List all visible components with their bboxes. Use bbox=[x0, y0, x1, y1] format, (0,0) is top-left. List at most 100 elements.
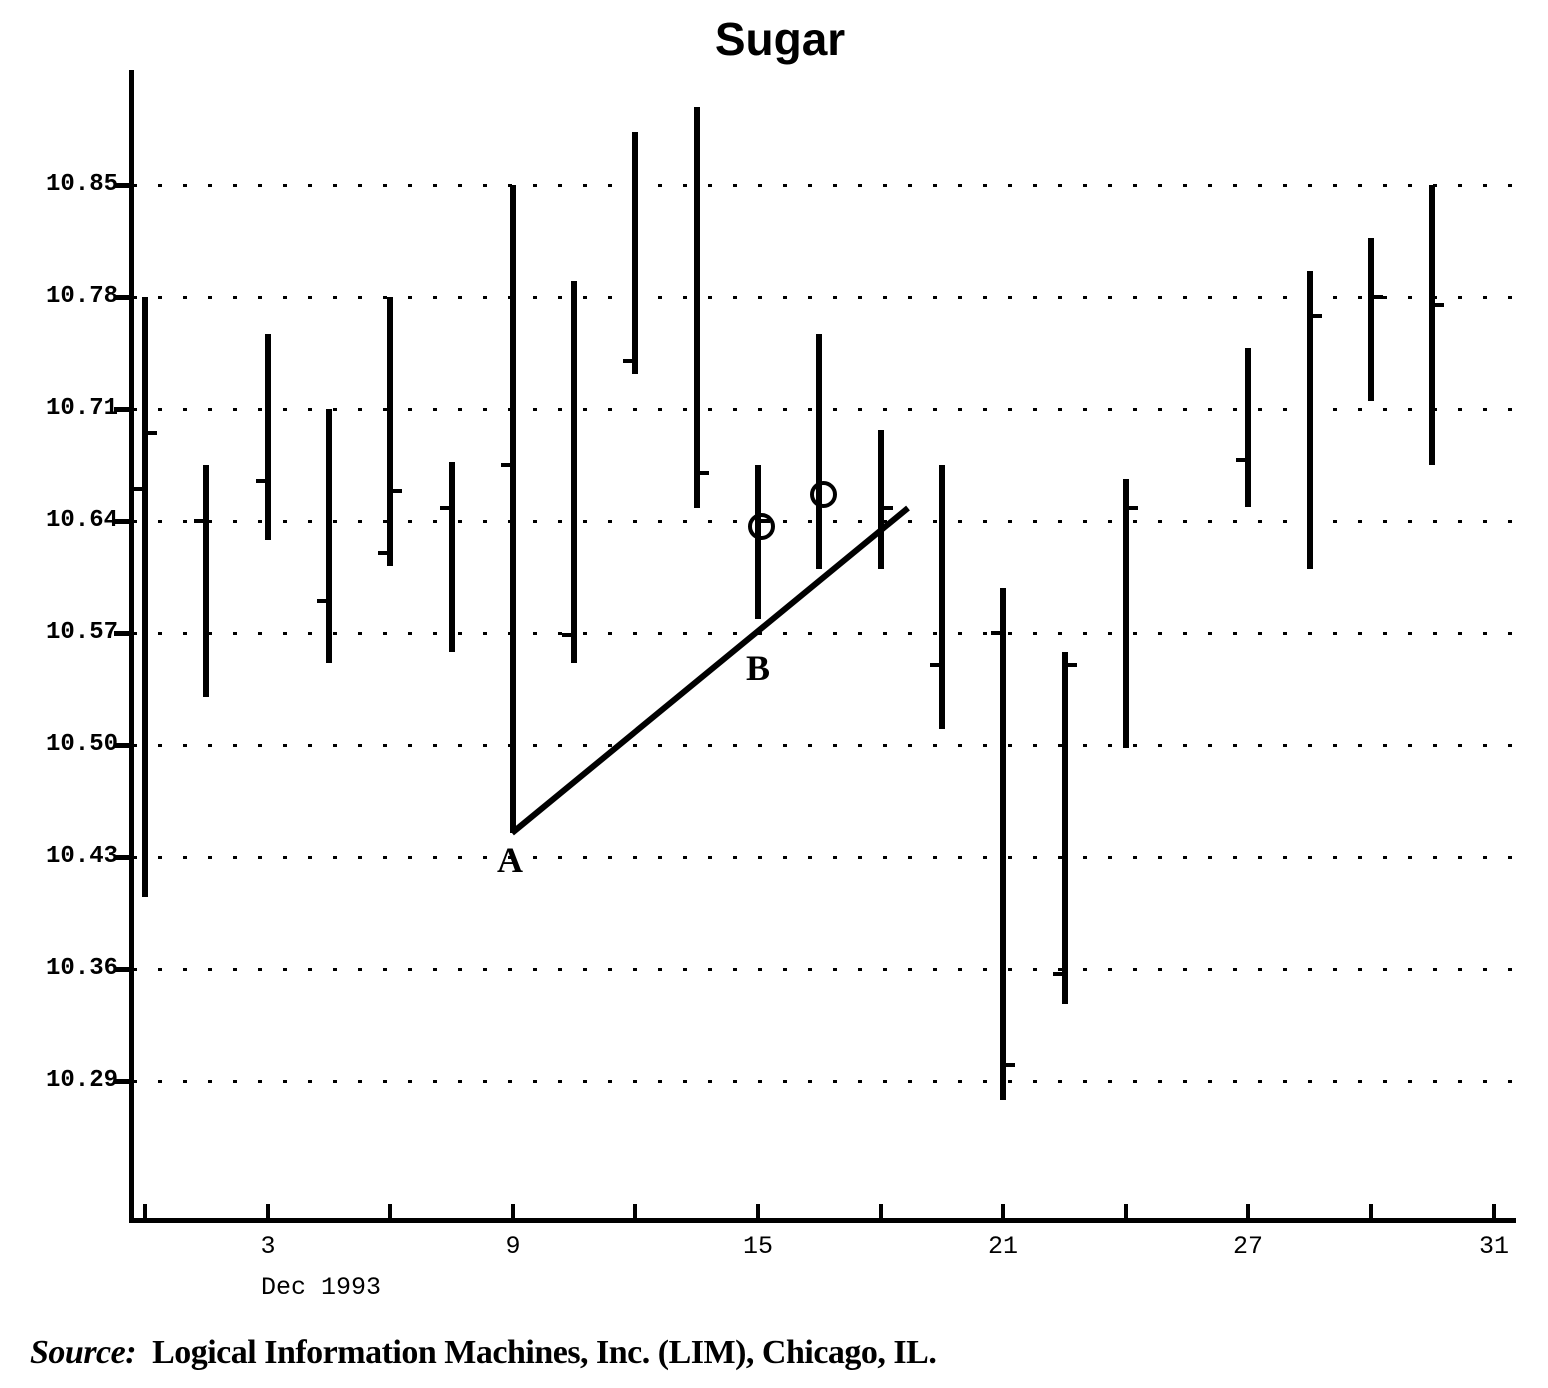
y-gridline bbox=[133, 632, 1516, 635]
open-tick bbox=[317, 599, 327, 603]
y-axis-tick bbox=[114, 967, 134, 972]
open-tick bbox=[991, 631, 1001, 635]
price-bar bbox=[326, 409, 332, 663]
price-bar bbox=[142, 297, 148, 897]
chart-area: 10.85 10.78 10.71 10.64 10.57 10.50 10.43 10.36… bbox=[45, 70, 1516, 1302]
open-tick bbox=[378, 551, 388, 555]
y-axis-label: 10.71 bbox=[45, 395, 118, 422]
x-axis-tick bbox=[388, 1204, 392, 1219]
open-tick bbox=[194, 519, 204, 523]
y-axis-label: 10.85 bbox=[45, 171, 118, 198]
close-tick bbox=[392, 489, 402, 493]
open-tick bbox=[440, 506, 450, 510]
open-tick bbox=[623, 359, 633, 363]
open-tick bbox=[562, 633, 572, 637]
price-bar bbox=[1307, 271, 1313, 569]
close-tick bbox=[1067, 663, 1077, 667]
price-bar bbox=[694, 107, 700, 508]
y-axis-tick bbox=[114, 743, 134, 748]
x-axis-tick bbox=[1369, 1204, 1373, 1219]
close-tick bbox=[699, 471, 709, 475]
source-prefix: Source: bbox=[30, 1334, 137, 1371]
trend-line-layer bbox=[510, 505, 910, 836]
close-tick bbox=[1128, 506, 1138, 510]
y-axis-line bbox=[129, 70, 134, 1223]
price-bar bbox=[510, 185, 516, 833]
x-axis-tick bbox=[1246, 1204, 1250, 1219]
y-axis-tick bbox=[114, 295, 134, 300]
y-gridline bbox=[133, 408, 1516, 411]
source-line: Source: Logical Information Machines, Inc… bbox=[30, 1334, 937, 1372]
entry-circle bbox=[810, 481, 837, 508]
price-bar bbox=[816, 334, 822, 569]
x-axis-month-label: Dec 1993 bbox=[261, 1273, 382, 1302]
price-bar bbox=[203, 465, 209, 697]
y-axis-tick bbox=[114, 519, 134, 524]
price-bar bbox=[449, 462, 455, 652]
price-bar bbox=[632, 132, 638, 374]
entry-circle bbox=[748, 513, 775, 540]
open-tick bbox=[256, 479, 266, 483]
y-gridline bbox=[133, 1080, 1516, 1083]
open-tick bbox=[1053, 972, 1063, 976]
price-bar bbox=[878, 430, 884, 569]
point-a-label: A bbox=[497, 840, 523, 880]
x-axis-tick bbox=[633, 1204, 637, 1219]
close-tick bbox=[1373, 295, 1383, 299]
y-axis-tick bbox=[114, 407, 134, 412]
x-axis-tick bbox=[1124, 1204, 1128, 1219]
chart-title: Sugar bbox=[714, 13, 846, 65]
x-axis-tick bbox=[266, 1204, 270, 1219]
y-gridline bbox=[133, 296, 1516, 299]
y-gridline bbox=[133, 856, 1516, 859]
y-axis-tick bbox=[114, 183, 134, 188]
y-axis-label: 10.50 bbox=[45, 731, 118, 758]
price-bar bbox=[387, 297, 393, 566]
price-bar bbox=[1245, 348, 1251, 507]
price-bar bbox=[939, 465, 945, 729]
y-axis-label: 10.78 bbox=[45, 283, 118, 310]
y-axis-tick bbox=[114, 855, 134, 860]
point-b-label: B bbox=[745, 648, 771, 688]
x-axis-label: 9 bbox=[505, 1232, 521, 1261]
price-bar bbox=[1368, 238, 1374, 401]
open-tick bbox=[1236, 458, 1246, 462]
x-axis-label: 15 bbox=[742, 1232, 773, 1261]
x-axis-tick bbox=[879, 1204, 883, 1219]
x-axis-line bbox=[129, 1218, 1516, 1223]
close-tick bbox=[883, 506, 893, 510]
y-axis-label: 10.57 bbox=[45, 619, 118, 646]
price-bar bbox=[571, 281, 577, 663]
open-tick bbox=[501, 463, 511, 467]
x-axis-tick bbox=[1492, 1204, 1496, 1219]
open-tick bbox=[930, 663, 940, 667]
x-axis-tick bbox=[1001, 1204, 1005, 1219]
price-bar bbox=[755, 465, 761, 619]
y-axis-label: 10.64 bbox=[45, 507, 118, 534]
open-tick bbox=[133, 487, 143, 491]
x-axis-label: 21 bbox=[987, 1232, 1018, 1261]
close-tick bbox=[147, 431, 157, 435]
price-bar bbox=[1000, 588, 1006, 1100]
y-gridline bbox=[133, 968, 1516, 971]
close-tick bbox=[1312, 314, 1322, 318]
price-bar bbox=[1123, 479, 1129, 748]
source-text: Logical Information Machines, Inc. (LIM)… bbox=[152, 1334, 937, 1371]
close-tick bbox=[1434, 303, 1444, 307]
y-gridline bbox=[133, 184, 1516, 187]
x-axis-tick bbox=[143, 1204, 147, 1219]
close-tick bbox=[1005, 1063, 1015, 1067]
y-axis-label: 10.36 bbox=[45, 955, 118, 982]
x-axis-label: 31 bbox=[1478, 1232, 1509, 1261]
x-axis-label: 3 bbox=[260, 1232, 276, 1261]
y-axis-label: 10.29 bbox=[45, 1067, 118, 1094]
price-bar bbox=[1429, 185, 1435, 465]
x-axis-label: 27 bbox=[1232, 1232, 1263, 1261]
y-axis-tick bbox=[114, 1079, 134, 1084]
x-axis-tick bbox=[756, 1204, 760, 1219]
y-gridline bbox=[133, 744, 1516, 747]
price-bar bbox=[265, 334, 271, 540]
x-axis-tick bbox=[511, 1204, 515, 1219]
y-axis-tick bbox=[114, 631, 134, 636]
